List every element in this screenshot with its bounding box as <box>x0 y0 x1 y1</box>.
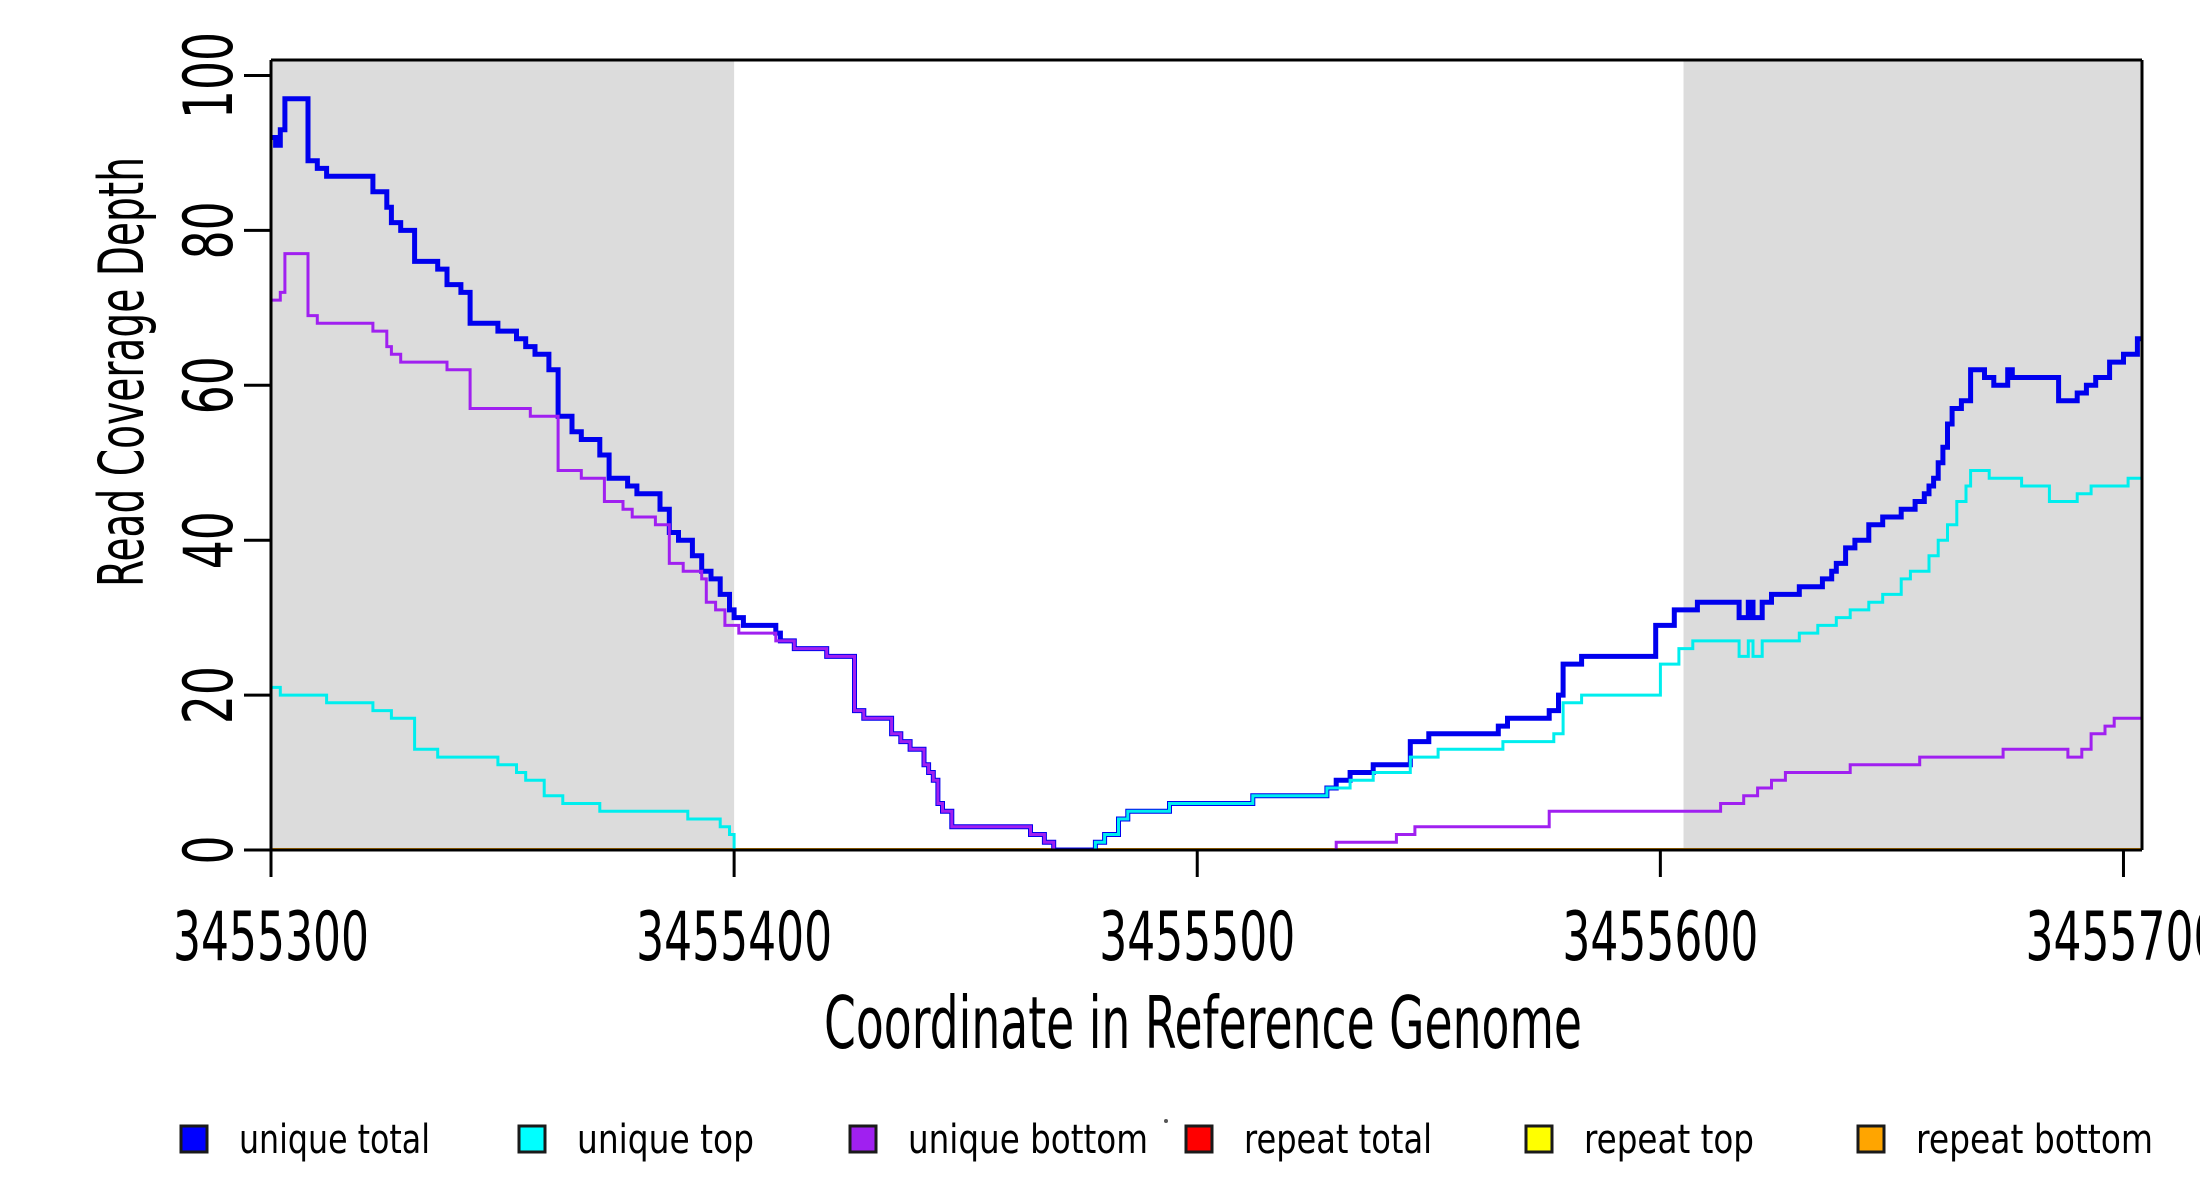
y-tick-label: 20 <box>170 666 249 724</box>
legend-label: repeat top <box>1584 1117 1754 1163</box>
legend-item: unique total <box>179 1117 430 1163</box>
legend-label: unique top <box>577 1117 754 1163</box>
x-tick-label: 3455400 <box>636 898 832 977</box>
y-tick-label: 100 <box>170 32 249 119</box>
x-tick-label: 3455500 <box>1099 898 1295 977</box>
x-axis-title: Coordinate in Reference Genome <box>824 981 1582 1065</box>
axis-ticks <box>244 73 2125 877</box>
y-tick-label: 0 <box>170 836 249 865</box>
legend-label: repeat total <box>1244 1117 1432 1163</box>
legend-swatch <box>517 1124 547 1154</box>
legend-item: repeat total <box>1184 1117 1432 1163</box>
legend-swatch <box>848 1124 878 1154</box>
x-tick-label: 3455600 <box>1562 898 1758 977</box>
y-tick-label: 60 <box>170 356 249 414</box>
y-tick-label: 40 <box>170 511 249 569</box>
series-unique-top <box>271 469 2142 850</box>
series-unique-bottom <box>271 252 2142 850</box>
legend-label: unique bottom <box>908 1117 1148 1163</box>
legend-label: repeat bottom <box>1916 1117 2153 1163</box>
legend-swatch <box>179 1124 209 1154</box>
legend-swatch <box>1184 1124 1214 1154</box>
x-tick-label: 3455300 <box>173 898 369 977</box>
legend-item: unique top <box>517 1117 754 1163</box>
legend-label: unique total <box>239 1117 430 1163</box>
shaded-regions <box>271 60 2142 850</box>
legend-item: repeat top <box>1524 1117 1754 1163</box>
plot-box <box>269 58 2144 852</box>
shaded-region <box>271 60 735 850</box>
shaded-region <box>1683 60 2142 850</box>
legend-item: repeat bottom <box>1856 1117 2153 1163</box>
legend-item: unique bottom <box>848 1117 1148 1163</box>
legend-swatch <box>1856 1124 1886 1154</box>
artifact-dot <box>1164 1119 1168 1123</box>
y-tick-label: 80 <box>170 201 249 259</box>
legend-swatch <box>1524 1124 1554 1154</box>
coverage-series <box>271 96 2142 850</box>
y-axis-title: Read Coverage Depth <box>85 157 158 587</box>
chart-legend: unique total unique top unique bottom repea… <box>179 1117 2153 1163</box>
